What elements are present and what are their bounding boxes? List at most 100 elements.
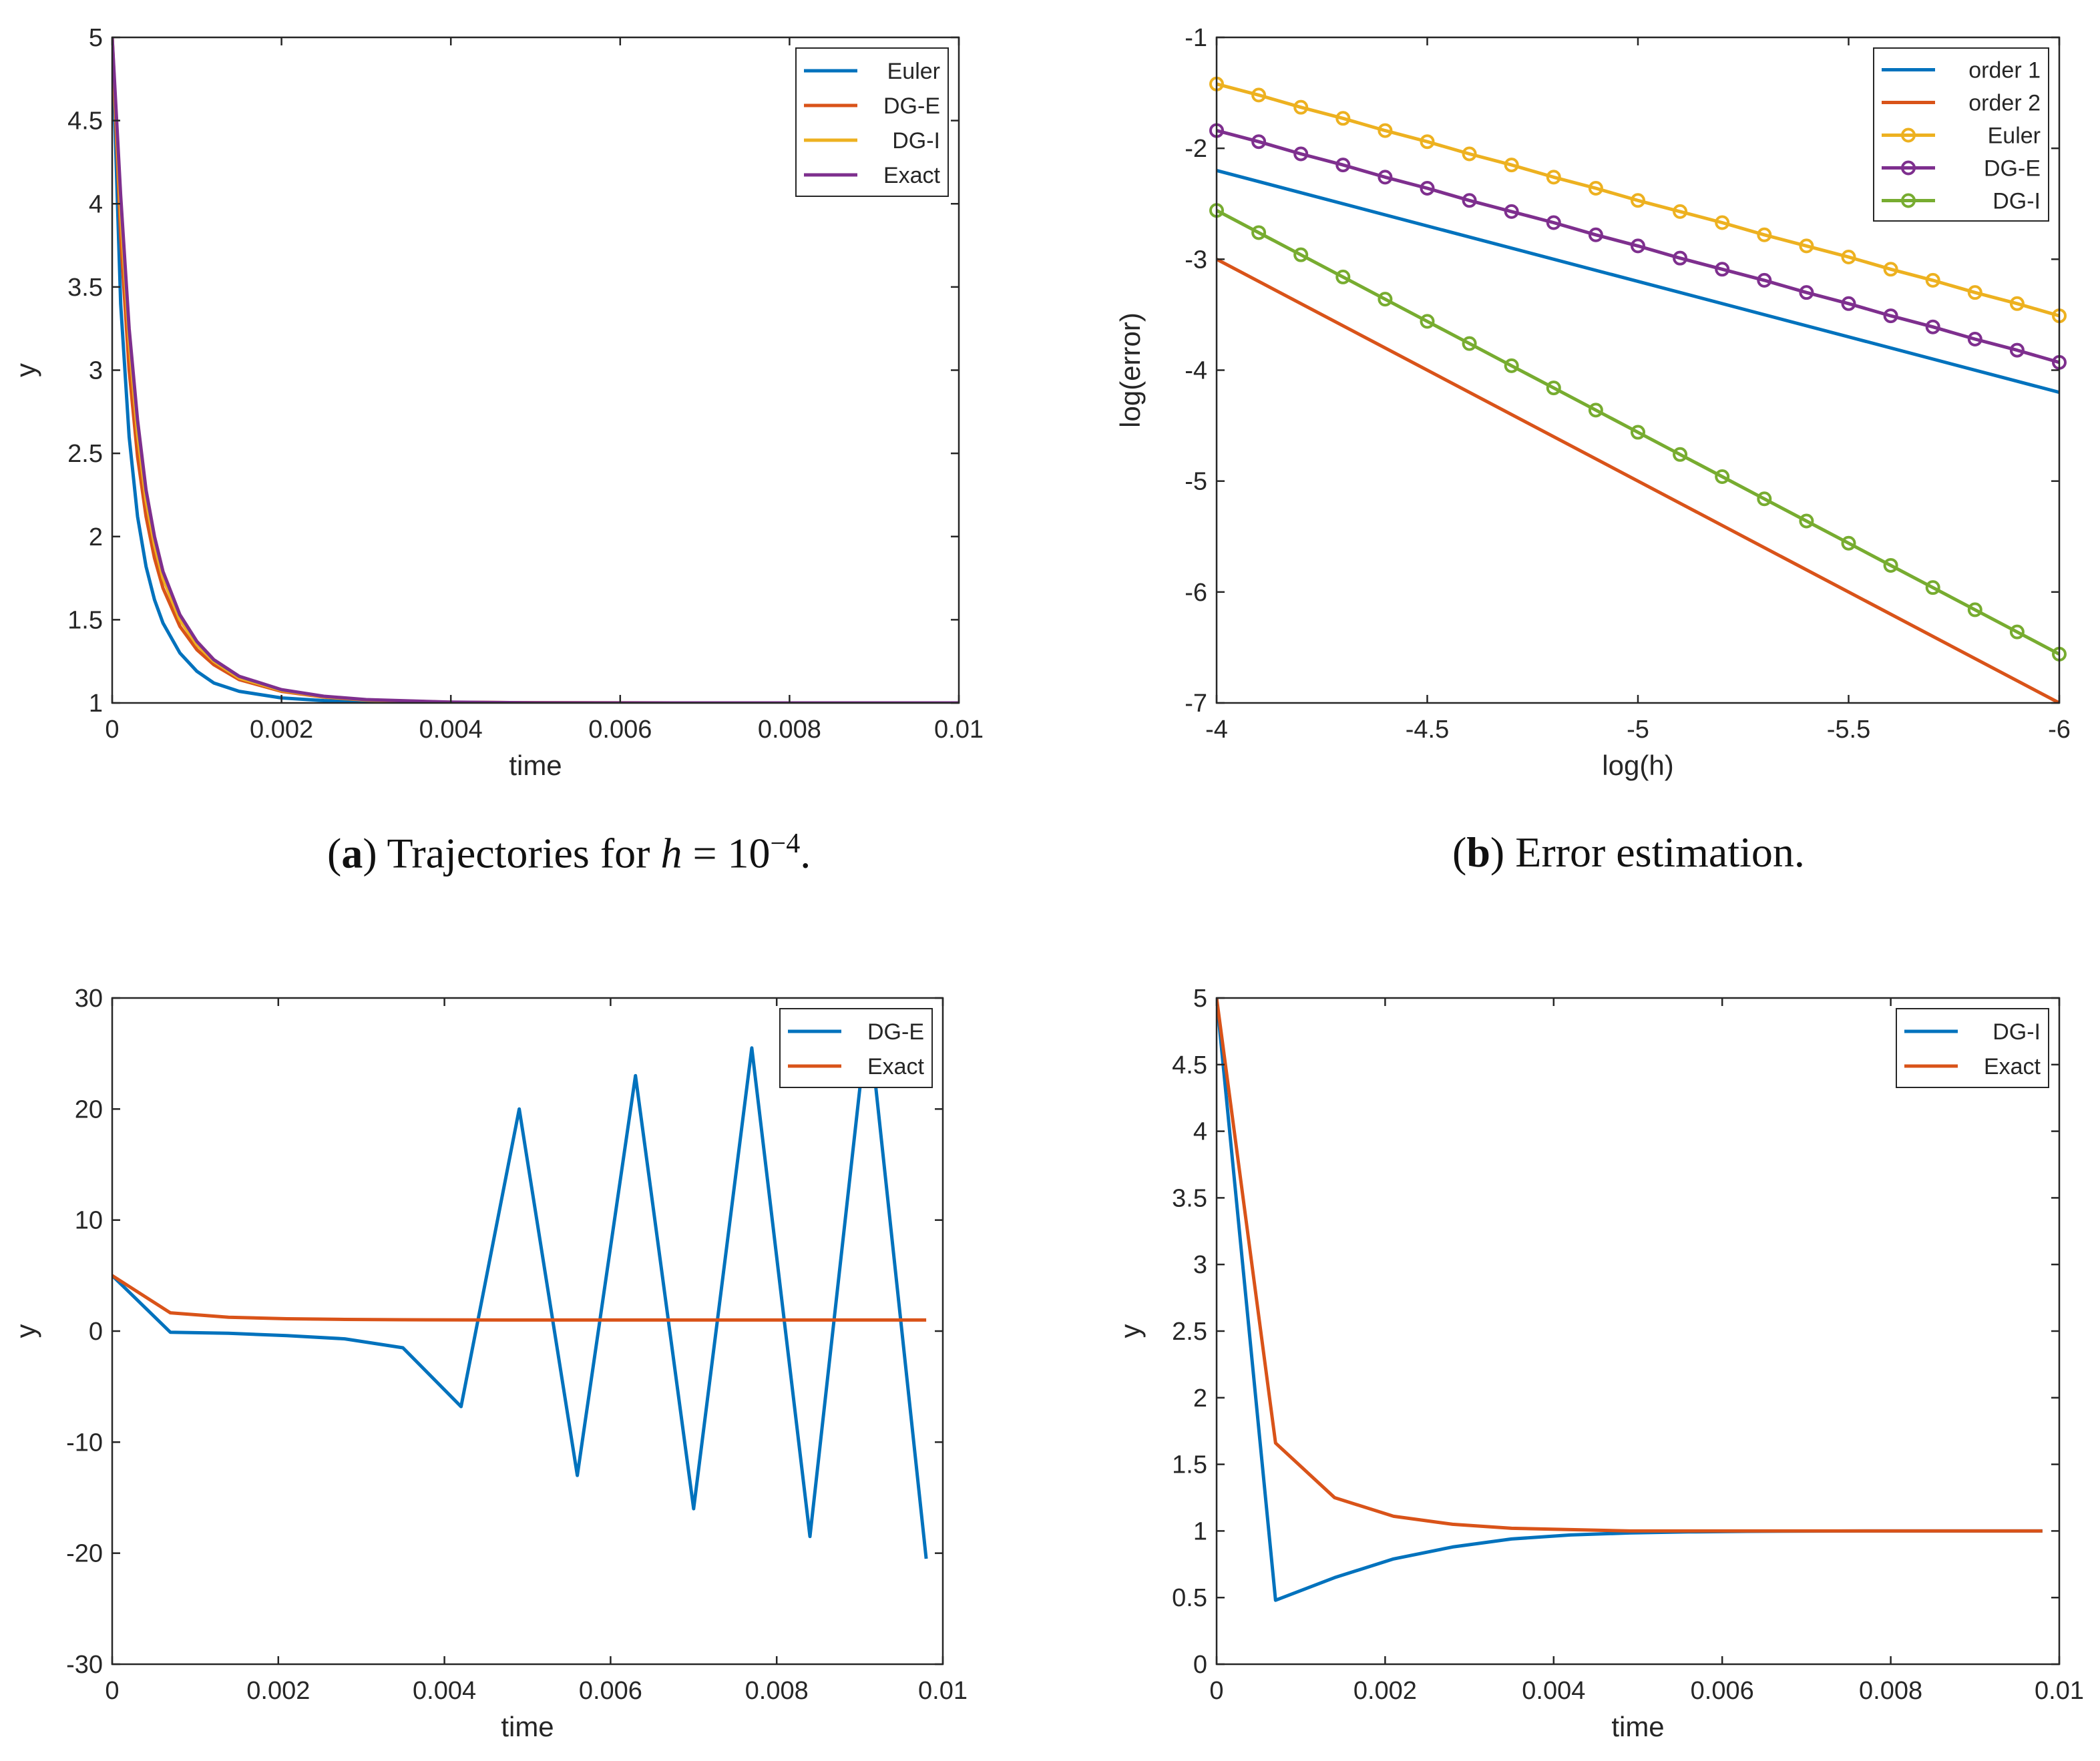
data-point xyxy=(1631,193,1645,208)
y-tick-label: -7 xyxy=(1185,690,1207,718)
caption-a-suffix: . xyxy=(800,829,811,877)
data-point xyxy=(1420,180,1435,196)
data-point xyxy=(1673,447,1688,462)
chart-panel-c: 0 0.002 0.004 0.006 0.008 0.01 -30 -20 -10 0 10 20 3… xyxy=(10,985,968,1742)
data-point xyxy=(1293,146,1309,162)
x-tick-label: 0 xyxy=(105,1677,119,1705)
data-point xyxy=(1293,247,1309,262)
y-tick-label: 10 xyxy=(75,1207,103,1235)
data-point xyxy=(2009,342,2025,358)
y-tick-label: 1.5 xyxy=(67,606,103,634)
data-point xyxy=(1757,491,1772,507)
data-point xyxy=(1925,580,1940,595)
x-tick-label: 0.004 xyxy=(413,1677,476,1705)
legend-label: Euler xyxy=(887,59,940,84)
x-tick-label: 0 xyxy=(1209,1677,1223,1705)
legend-marker xyxy=(1901,193,1916,208)
y-tick-label: -2 xyxy=(1185,135,1207,163)
series-line-dg-e xyxy=(1217,129,2059,364)
x-tick-label: 0.008 xyxy=(758,716,821,744)
data-point xyxy=(1925,272,1940,288)
data-point xyxy=(1335,158,1351,173)
x-tick-label: -5.5 xyxy=(1827,716,1870,744)
series-line-exact xyxy=(112,1274,927,1322)
x-tick-label: -4.5 xyxy=(1406,716,1449,744)
y-tick-label: 20 xyxy=(75,1095,103,1123)
y-tick-label: 2.5 xyxy=(67,440,103,468)
x-tick-label: -6 xyxy=(2048,716,2071,744)
caption-a: (a) Trajectories for h = 10−4. xyxy=(327,828,811,877)
legend-box xyxy=(1896,1008,2049,1088)
data-point xyxy=(1631,425,1645,440)
x-axis-label: time xyxy=(501,1711,554,1742)
data-point xyxy=(1420,314,1435,329)
y-tick-label: -5 xyxy=(1185,468,1207,496)
data-point xyxy=(1715,215,1730,230)
legend-marker xyxy=(1901,128,1916,143)
data-point xyxy=(1883,557,1898,573)
data-point xyxy=(1504,204,1519,219)
y-tick-label: -4 xyxy=(1185,357,1207,385)
x-tick-label: 0.002 xyxy=(250,716,313,744)
data-point xyxy=(1504,158,1519,173)
caption-a-variable: h xyxy=(660,829,682,877)
data-point xyxy=(1841,250,1856,265)
data-point xyxy=(1546,381,1561,396)
legend-label: DG-E xyxy=(1984,156,2041,182)
x-axis-label: log(h) xyxy=(1602,750,1673,781)
legend-box xyxy=(795,47,949,197)
y-axis-label: y xyxy=(10,1324,41,1338)
x-tick-label: -5 xyxy=(1627,716,1649,744)
series-line-dg-i xyxy=(1217,208,2059,656)
y-tick-label: 5 xyxy=(1193,985,1207,1013)
x-tick-label: 0.01 xyxy=(918,1677,968,1705)
caption-b-text: Error estimation. xyxy=(1504,828,1805,876)
x-tick-label: 0.004 xyxy=(419,716,483,744)
x-tick-label: 0.002 xyxy=(1353,1677,1417,1705)
data-point xyxy=(1335,269,1351,284)
y-tick-label: -10 xyxy=(66,1429,103,1457)
y-tick-label: 0.5 xyxy=(1172,1584,1207,1612)
data-point xyxy=(1251,225,1267,240)
data-point xyxy=(1799,285,1814,300)
data-point xyxy=(1799,513,1814,529)
y-tick-label: 1 xyxy=(1193,1517,1207,1545)
data-point xyxy=(1673,250,1688,266)
y-tick-label: 0 xyxy=(1193,1651,1207,1679)
legend-marker xyxy=(1901,160,1916,176)
caption-a-prefix: Trajectories for xyxy=(387,829,661,877)
data-point xyxy=(1462,146,1477,162)
series-line-euler xyxy=(1217,82,2059,318)
y-tick-label: -1 xyxy=(1185,24,1207,52)
x-tick-label: 0.002 xyxy=(246,1677,310,1705)
data-point xyxy=(1883,308,1898,324)
x-tick-label: 0.006 xyxy=(1691,1677,1754,1705)
data-point xyxy=(1588,227,1603,242)
data-point xyxy=(1462,336,1477,351)
chart-panel-a: 0 0.002 0.004 0.006 0.008 0.01 1 1.5 2 2.5 3 3.5 4 4.… xyxy=(10,24,984,781)
legend-label: DG-E xyxy=(883,93,940,119)
legend-label: DG-E xyxy=(867,1019,924,1045)
data-point xyxy=(1925,319,1940,334)
x-tick-label: 0.006 xyxy=(579,1677,642,1705)
y-tick-label: 3.5 xyxy=(67,274,103,302)
legend-label: DG-I xyxy=(1992,1019,2041,1045)
x-tick-label: 0.006 xyxy=(588,716,652,744)
legend: Euler DG-E DG-I Exact xyxy=(795,47,949,197)
data-point xyxy=(1462,193,1477,208)
y-tick-label: 3.5 xyxy=(1172,1184,1207,1212)
data-point xyxy=(1757,227,1772,242)
y-tick-label: 1.5 xyxy=(1172,1451,1207,1479)
data-point xyxy=(1883,262,1898,277)
chart-panel-d: 0 0.002 0.004 0.006 0.008 0.01 0 0.5 1 1.5 2 2.5 3 3.… xyxy=(1114,985,2084,1742)
data-point xyxy=(1378,123,1393,138)
data-point xyxy=(1588,180,1603,196)
y-tick-label: 4 xyxy=(1193,1118,1207,1146)
legend-label: DG-I xyxy=(892,128,940,154)
x-tick-label: 0.008 xyxy=(745,1677,809,1705)
legend-label: Euler xyxy=(1988,123,2041,149)
y-tick-label: 5 xyxy=(89,24,103,52)
y-tick-label: 4.5 xyxy=(67,107,103,136)
x-tick-label: 0.004 xyxy=(1522,1677,1585,1705)
